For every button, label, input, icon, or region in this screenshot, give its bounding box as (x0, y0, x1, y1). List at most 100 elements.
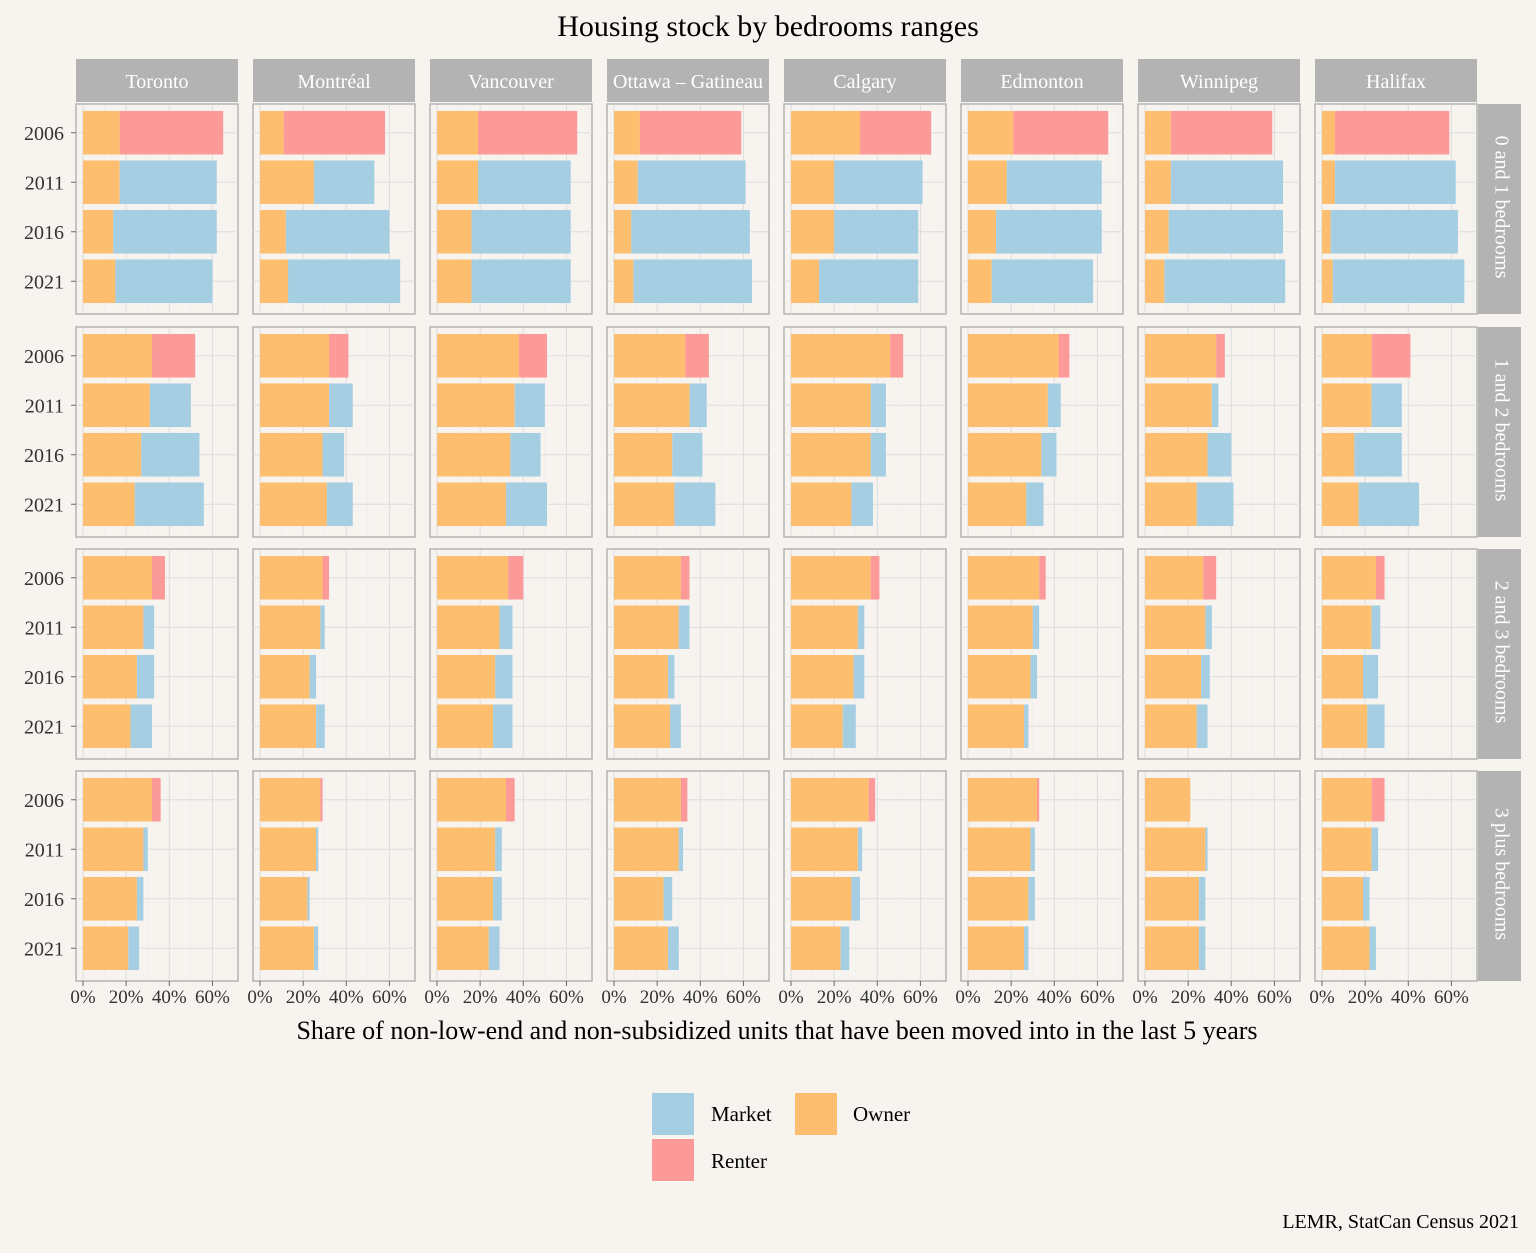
x-tick-label: 20% (109, 987, 144, 1008)
x-tick-label: 60% (726, 987, 761, 1008)
bar-owner (1322, 259, 1333, 304)
x-tick-label: 40% (152, 987, 187, 1008)
bar-owner (437, 209, 472, 254)
bar-owner (1145, 555, 1204, 600)
bar-owner (260, 383, 330, 428)
bar-owner (968, 110, 1014, 155)
bar-market (819, 259, 919, 304)
facet-panel (75, 548, 239, 760)
bar-owner (791, 259, 820, 304)
bar-owner (1145, 654, 1202, 699)
facet-strip-label: Toronto (125, 71, 188, 93)
facet-strip-label: Montréal (297, 71, 371, 93)
y-tick-label: 2021 (24, 716, 64, 738)
bar-market (136, 654, 155, 699)
bar-market (1205, 605, 1212, 650)
bar-market (1205, 827, 1208, 872)
chart-caption: LEMR, StatCan Census 2021 (1282, 1211, 1519, 1233)
x-tick-label: 0% (424, 987, 450, 1008)
bar-market (663, 876, 673, 921)
bar-market (857, 605, 865, 650)
x-tick-label: 40% (683, 987, 718, 1008)
facet-strip-label: Edmonton (1000, 71, 1083, 93)
bar-owner (83, 926, 129, 971)
bar-market (1334, 160, 1456, 205)
y-tick-label: 2021 (24, 271, 64, 293)
bar-owner (260, 333, 330, 378)
bar-owner (437, 482, 507, 527)
bar-owner (968, 259, 992, 304)
bar-owner (83, 555, 153, 600)
bar-owner (968, 605, 1033, 650)
bar-renter (152, 555, 165, 600)
x-tick-label: 20% (994, 987, 1029, 1008)
bar-market (134, 482, 204, 527)
bar-owner (614, 259, 634, 304)
x-tick-label: 40% (1214, 987, 1249, 1008)
bar-owner (1322, 827, 1372, 872)
bar-market (113, 209, 217, 254)
bar-owner (83, 209, 114, 254)
bar-market (493, 876, 502, 921)
bar-renter (1334, 110, 1450, 155)
facet-panel (75, 326, 239, 538)
bar-owner (614, 654, 668, 699)
facet-strip-label: Halifax (1366, 71, 1426, 93)
x-tick-label: 60% (903, 987, 938, 1008)
bar-owner (1322, 482, 1359, 527)
bar-owner (1145, 259, 1165, 304)
bar-owner (1322, 160, 1335, 205)
bar-owner (1145, 777, 1191, 822)
bar-owner (83, 160, 120, 205)
bar-market (1369, 926, 1376, 971)
facet-panel: 0% 20% 40% 60% (955, 770, 1124, 1008)
x-tick-label: 40% (329, 987, 364, 1008)
bar-owner (968, 209, 997, 254)
bar-renter (283, 110, 386, 155)
bar-market (1332, 259, 1465, 304)
bar-owner (1145, 432, 1208, 477)
x-tick-label: 20% (1171, 987, 1206, 1008)
facet-panel: 0% 20% 40% 60% (70, 770, 239, 1008)
bar-market (670, 704, 681, 749)
bar-renter (1371, 777, 1385, 822)
bar-owner (968, 704, 1025, 749)
bar-market (1371, 827, 1379, 872)
legend-swatch (795, 1093, 837, 1135)
bar-renter (152, 777, 161, 822)
bar-market (1196, 482, 1234, 527)
bar-market (1028, 876, 1035, 921)
bar-market (471, 209, 571, 254)
bar-owner (437, 383, 515, 428)
bar-owner (1322, 209, 1331, 254)
bar-owner (614, 555, 681, 600)
bar-owner (968, 926, 1025, 971)
bar-market (1211, 383, 1219, 428)
bar-market (678, 827, 684, 872)
bar-owner (1145, 827, 1206, 872)
x-tick-label: 0% (778, 987, 804, 1008)
bar-renter (477, 110, 578, 155)
bar-market (313, 160, 375, 205)
bar-market (477, 160, 571, 205)
bar-owner (437, 555, 509, 600)
facet-panel (960, 548, 1124, 760)
bar-owner (791, 333, 891, 378)
bar-market (499, 605, 513, 650)
legend-label: Market (711, 1102, 772, 1126)
bar-owner (437, 654, 496, 699)
bar-renter (860, 110, 932, 155)
bar-market (1198, 926, 1206, 971)
facet-strip-row (1478, 327, 1521, 537)
bar-owner (1322, 777, 1372, 822)
bar-owner (1145, 876, 1199, 921)
bar-market (851, 482, 873, 527)
bar-market (288, 259, 401, 304)
bar-owner (614, 110, 640, 155)
bar-market (1168, 209, 1284, 254)
y-tick-label: 2021 (24, 938, 64, 960)
bar-market (1196, 704, 1208, 749)
facet-strip-label: 0 and 1 bedrooms (1490, 136, 1512, 279)
facet-panel: 0% 20% 40% 60% (778, 770, 947, 1008)
bar-owner (1145, 110, 1171, 155)
